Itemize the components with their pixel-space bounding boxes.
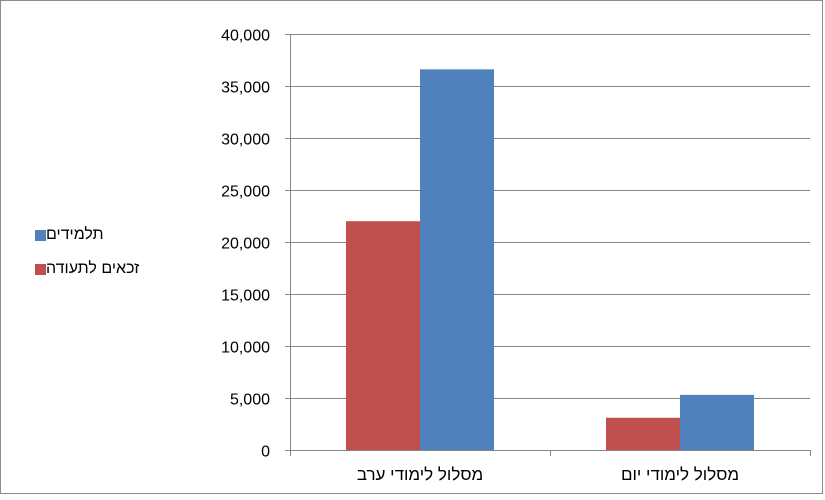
legend-label-certificate-eligible: זכאים לתעודה bbox=[46, 260, 140, 277]
legend-swatch-certificate-eligible bbox=[35, 263, 46, 275]
bar-students bbox=[420, 69, 494, 451]
y-tick-label: 20,000 bbox=[221, 236, 270, 253]
legend-swatch-students bbox=[35, 229, 46, 241]
y-tick-label: 5,000 bbox=[230, 392, 270, 409]
y-tick-label: 0 bbox=[261, 444, 270, 461]
bars bbox=[346, 69, 754, 451]
x-category-label: מסלול לימודי ערב bbox=[357, 465, 483, 484]
bar-certificate-eligible bbox=[606, 417, 680, 450]
x-category-labels: מסלול לימודי ערב מסלול לימודי יום bbox=[357, 465, 739, 484]
y-tick-label: 35,000 bbox=[221, 80, 270, 97]
legend-item-students: תלמידים bbox=[31, 223, 104, 247]
y-tick-labels: 0 5,000 10,000 15,000 20,000 25,000 30,000 35,0… bbox=[221, 28, 270, 461]
y-tick-label: 30,000 bbox=[221, 132, 270, 149]
x-category-label: מסלול לימודי יום bbox=[621, 465, 739, 484]
y-tick-label: 25,000 bbox=[221, 184, 270, 201]
bar-students bbox=[680, 394, 754, 450]
y-tick-label: 40,000 bbox=[221, 28, 270, 45]
legend-label-students: תלמידים bbox=[46, 226, 104, 243]
legend-item-certificate-eligible: זכאים לתעודה bbox=[31, 257, 139, 281]
y-tick-label: 15,000 bbox=[221, 288, 270, 305]
y-tick-label: 10,000 bbox=[221, 340, 270, 357]
bar-certificate-eligible bbox=[346, 221, 420, 450]
axes bbox=[285, 34, 811, 456]
